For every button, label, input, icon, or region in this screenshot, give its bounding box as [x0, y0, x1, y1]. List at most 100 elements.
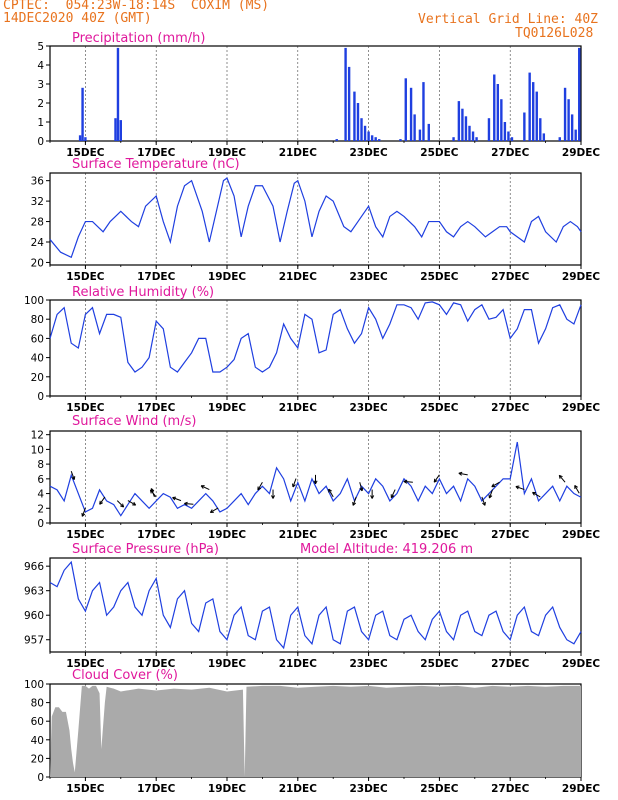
panel-4-title: Surface Wind (m/s): [72, 414, 196, 429]
precip-bar: [418, 129, 422, 141]
wind-arrow-head: [184, 503, 188, 506]
panel-4-ytick-label: 6: [37, 474, 44, 486]
panel-2-xtick-label: 19DEC: [208, 271, 247, 283]
precip-bar: [356, 103, 360, 141]
wind-arrow-head: [361, 487, 364, 491]
panel-5-ytick-label: 960: [24, 610, 44, 622]
wind-arrow-head: [272, 495, 276, 499]
panel-3-xtick-label: 21DEC: [279, 402, 318, 414]
precip-bar: [409, 87, 413, 141]
panel-4-xtick-label: 19DEC: [208, 529, 247, 541]
wind-arrow-head: [99, 502, 104, 505]
panel-1-xtick-label: 19DEC: [208, 147, 247, 159]
panel-5-xtick-label: 29DEC: [562, 658, 601, 670]
panel-6-title: Cloud Cover (%): [72, 668, 178, 683]
wind-arrow: [210, 507, 219, 513]
panel-6-xtick-label: 19DEC: [208, 783, 247, 795]
panel-1-xtick-label: 23DEC: [349, 147, 388, 159]
panel-2-ytick-label: 36: [31, 176, 45, 188]
precip-bar: [464, 116, 468, 141]
precip-bar: [116, 47, 120, 141]
panel-2-xtick-label: 15DEC: [66, 271, 105, 283]
precip-bar: [567, 99, 570, 141]
precip-bar: [475, 137, 478, 141]
precip-bar: [360, 118, 363, 141]
wind-arrow-head: [434, 480, 438, 483]
panel-4-ytick-label: 8: [37, 459, 44, 471]
precip-bar: [422, 82, 425, 141]
panel-5-ytick-label: 966: [24, 561, 44, 573]
panel-6-xtick-label: 21DEC: [279, 783, 318, 795]
wind-arrow-head: [315, 480, 318, 485]
panel-4-xtick-label: 17DEC: [137, 529, 176, 541]
precip-bar: [539, 118, 542, 141]
wind-arrow-head: [200, 485, 204, 489]
panel-1-ytick-label: 0: [37, 136, 44, 148]
panel-2-ytick-label: 24: [31, 237, 45, 249]
precip-bar: [528, 72, 531, 141]
wind-arrow: [184, 502, 194, 505]
wind-arrow-head: [515, 486, 519, 490]
panel-4-ytick-label: 2: [37, 503, 44, 515]
panel-1-ytick-label: 4: [37, 60, 44, 72]
panel-5-frame: [49, 557, 582, 653]
panel-5-xtick-label: 15DEC: [66, 658, 105, 670]
panel-4-xtick-label: 21DEC: [279, 529, 318, 541]
wind-arrow-head: [292, 484, 296, 488]
wind-arrow-head: [371, 495, 375, 499]
panel-5-annotation: Model Altitude: 419.206 m: [300, 542, 473, 557]
precip-bar: [114, 118, 117, 141]
wind-arrow: [257, 481, 263, 491]
panel-5-ytick-label: 957: [24, 635, 44, 647]
wind-arrow: [292, 478, 297, 488]
precip-bar: [344, 47, 347, 141]
panel-6-xtick-label: 29DEC: [562, 783, 601, 795]
station-label: CPTEC: 054:23W-18:14S COXIM (MS): [3, 0, 270, 13]
panel-5-xtick-label: 23DEC: [349, 658, 388, 670]
wind-arrow-head: [149, 489, 152, 494]
wind-arrow: [491, 481, 500, 488]
panel-4-xtick-label: 15DEC: [66, 529, 105, 541]
panel-5-xtick-label: 19DEC: [208, 658, 247, 670]
panel-5-ytick-label: 963: [24, 586, 44, 598]
precip-bar: [363, 125, 367, 141]
precip-bar: [427, 123, 430, 141]
precip-bar: [570, 114, 574, 141]
precip-bar: [399, 139, 402, 141]
panel-6-ytick-label: 100: [24, 679, 44, 691]
panel-2-xtick-label: 21DEC: [279, 271, 318, 283]
precip-bar: [558, 137, 561, 141]
wind-arrow-head: [489, 495, 493, 499]
panel-3-xtick-label: 29DEC: [562, 402, 601, 414]
panel-6-xtick-label: 23DEC: [349, 783, 388, 795]
precip-bar: [574, 129, 577, 141]
wind-arrow: [488, 489, 493, 499]
precip-bar: [510, 137, 514, 141]
precip-bar: [500, 99, 503, 141]
panel-1-xtick-label: 27DEC: [491, 147, 530, 159]
panel-4-ytick-label: 4: [37, 489, 44, 501]
panel-2-title: Surface Temperature (nC): [72, 157, 240, 172]
panel-3-ytick-label: 60: [31, 333, 44, 345]
wind-arrow-head: [352, 502, 357, 506]
precip-bar: [452, 137, 455, 141]
panel-4-ytick-label: 10: [31, 444, 44, 456]
panel-2-ytick-label: 20: [31, 257, 44, 269]
wind-arrow: [150, 489, 157, 498]
wind-arrow-head: [532, 492, 535, 496]
precip-bar: [535, 91, 538, 141]
wind-arrow-head: [81, 513, 86, 517]
panel-6-xtick-label: 17DEC: [137, 783, 176, 795]
precip-bar: [81, 87, 84, 141]
precip-bar: [413, 114, 416, 141]
panel-3-frame: [49, 299, 582, 397]
panel-5-xtick-label: 17DEC: [137, 658, 176, 670]
panel-3-series-line: [49, 301, 582, 373]
wind-arrow-head: [558, 475, 561, 479]
precip-bar: [84, 137, 87, 141]
panel-2-xtick-label: 25DEC: [420, 271, 459, 283]
panel-2-xtick-label: 17DEC: [137, 271, 176, 283]
precip-bar: [487, 118, 491, 141]
wind-arrow-head: [391, 495, 395, 499]
